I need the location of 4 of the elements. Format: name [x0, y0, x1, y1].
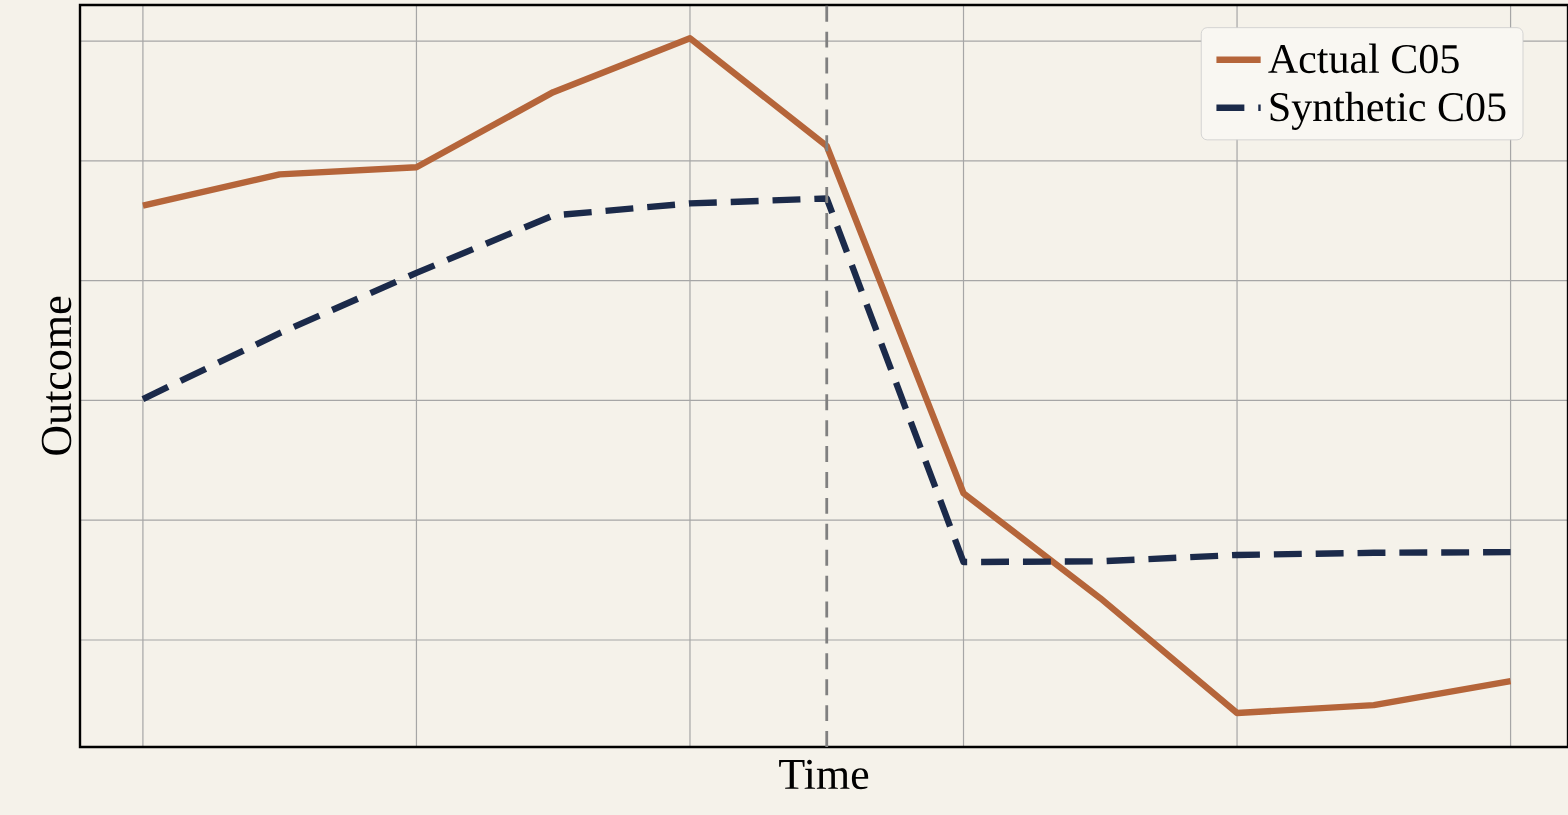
legend-label: Actual C05 — [1268, 43, 1459, 74]
y-axis-title: Outcome — [41, 296, 72, 455]
legend-label: Synthetic C05 — [1270, 91, 1506, 130]
x-axis-title: Time — [779, 759, 869, 790]
